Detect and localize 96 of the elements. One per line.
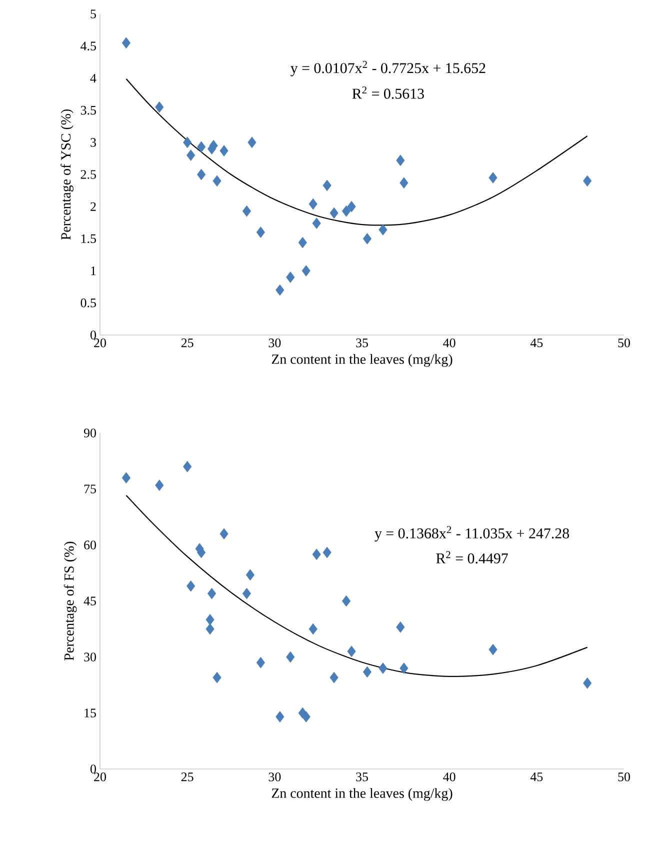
y-tick-label: 4 xyxy=(90,74,96,82)
y-tick-label: 0 xyxy=(90,764,96,774)
point xyxy=(220,145,228,156)
point xyxy=(197,141,206,153)
y-tick-label: 3.5 xyxy=(80,106,96,115)
point xyxy=(206,614,214,626)
point xyxy=(155,480,164,491)
y-tick-label: 4.5 xyxy=(80,42,96,50)
x-tick-label: 30 xyxy=(268,772,281,782)
line-series xyxy=(126,494,588,677)
point xyxy=(308,198,318,210)
point xyxy=(197,168,206,180)
x-tick-label: 25 xyxy=(181,772,194,782)
annotation: y = 0.0107x$^{2}$ - 0.7725x + 15.652 xyxy=(290,60,486,76)
point xyxy=(248,136,256,148)
x-tick-label: 35 xyxy=(356,338,368,348)
x-tick-label: 30 xyxy=(268,338,281,348)
y-tick-label: 60 xyxy=(84,540,96,550)
point xyxy=(183,460,192,472)
point xyxy=(206,623,214,635)
y-tick-label: 30 xyxy=(84,652,96,662)
x-tick-label: 40 xyxy=(443,772,456,782)
point xyxy=(400,662,408,674)
point xyxy=(220,528,228,540)
point xyxy=(183,136,192,148)
point xyxy=(155,101,164,113)
x-tick-label: 35 xyxy=(356,772,368,782)
point xyxy=(342,595,351,607)
point xyxy=(396,621,405,633)
x-tick-label: 20 xyxy=(94,772,106,782)
point xyxy=(322,180,332,192)
point xyxy=(242,205,252,217)
point xyxy=(186,150,196,161)
annotation: R$^{2}$ = 0.4497 xyxy=(436,551,508,564)
point xyxy=(212,672,222,684)
point xyxy=(330,207,338,219)
point xyxy=(212,175,222,187)
point xyxy=(378,662,388,674)
annotation: y = 0.1368x$^{2}$ - 11.035x + 247.28 xyxy=(374,526,570,542)
point xyxy=(308,623,318,635)
point xyxy=(488,644,498,656)
point xyxy=(362,666,372,678)
point xyxy=(286,651,295,663)
y-tick-label: 0 xyxy=(90,330,96,340)
point xyxy=(378,224,388,236)
point xyxy=(242,588,252,600)
y-axis-title: Percentage of FS (%) xyxy=(64,542,77,660)
point xyxy=(256,226,266,238)
y-tick-label: 75 xyxy=(84,484,96,494)
y-tick-label: 90 xyxy=(84,428,96,438)
y-tick-label: 2 xyxy=(90,202,96,211)
point xyxy=(122,472,131,484)
y-tick-label: 0.5 xyxy=(80,298,96,308)
point xyxy=(488,172,498,184)
x-axis-title: Zn content in the leaves (mg/kg) xyxy=(272,788,452,801)
point xyxy=(302,265,310,276)
point xyxy=(256,656,266,668)
point xyxy=(276,711,284,722)
x-tick-label: 50 xyxy=(618,772,630,782)
point xyxy=(246,569,255,581)
point xyxy=(276,284,284,296)
y-tick-label: 45 xyxy=(84,596,96,606)
line-series xyxy=(126,78,588,226)
x-tick-label: 45 xyxy=(530,772,543,782)
annotation: R$^{2}$ = 0.5613 xyxy=(352,86,424,99)
x-axis-title: Zn content in the leaves (mg/kg) xyxy=(272,354,452,367)
point xyxy=(583,175,592,187)
point xyxy=(186,580,196,592)
y-tick-label: 1 xyxy=(91,266,96,276)
x-tick-label: 25 xyxy=(181,338,194,348)
point xyxy=(286,272,295,283)
y-tick-label: 5 xyxy=(90,10,96,18)
y-axis-title: Percentage of YSC (%) xyxy=(60,109,74,240)
y-tick-label: 3 xyxy=(90,138,96,147)
point xyxy=(347,200,356,212)
point xyxy=(207,588,216,600)
y-tick-label: 2.5 xyxy=(80,170,96,179)
point xyxy=(312,218,321,229)
point xyxy=(400,177,408,189)
point xyxy=(298,236,307,248)
point xyxy=(396,154,405,166)
y-tick-label: 1.5 xyxy=(81,234,96,244)
x-tick-label: 40 xyxy=(443,338,456,348)
point xyxy=(347,646,356,658)
x-tick-label: 20 xyxy=(94,338,106,348)
point xyxy=(583,677,592,689)
point xyxy=(362,233,372,244)
point xyxy=(122,37,131,49)
y-tick-label: 15 xyxy=(84,708,96,718)
x-tick-label: 45 xyxy=(530,338,543,348)
x-tick-label: 50 xyxy=(618,338,630,348)
point xyxy=(322,546,332,558)
point xyxy=(342,205,351,217)
point xyxy=(312,548,321,560)
point xyxy=(302,711,310,722)
point xyxy=(330,672,338,684)
